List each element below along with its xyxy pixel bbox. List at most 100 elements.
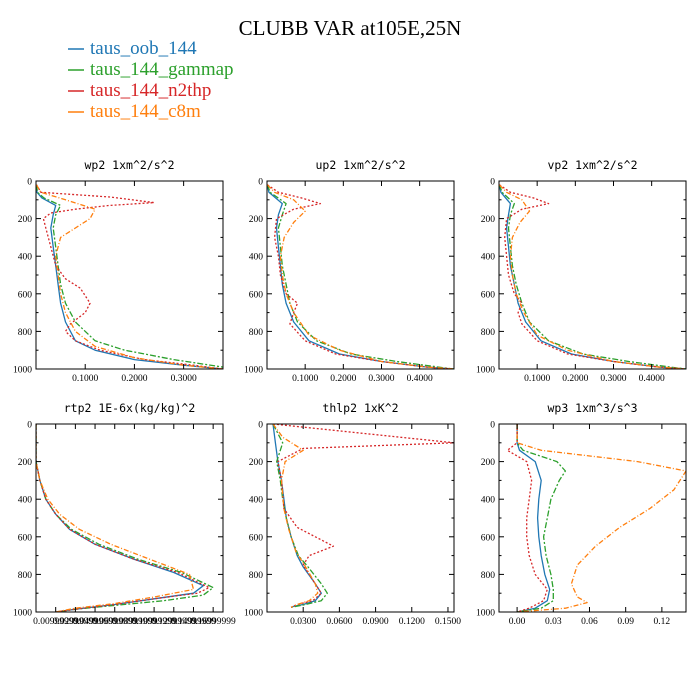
- legend-label: taus_144_n2thp: [90, 80, 211, 101]
- y-tick-label: 600: [18, 533, 33, 543]
- plot-frame: [498, 180, 687, 370]
- y-tick-label: 400: [481, 496, 496, 506]
- x-tick-label: 0.1000: [524, 374, 550, 384]
- y-tick-label: 400: [18, 253, 33, 263]
- y-tick-label: 1000: [13, 366, 32, 376]
- series-line-taus_144_gammap: [36, 424, 214, 612]
- y-tick-label: 0: [490, 421, 495, 431]
- series-line-taus_144_n2thp: [36, 184, 223, 369]
- series-line-taus_144_gammap: [267, 184, 454, 369]
- chart-panel: wp3 1xm^3/s^3 0 200 400 600 800 1000 0.00 0.03 0.…: [476, 401, 687, 627]
- panel-title: wp3 1xm^3/s^3: [547, 401, 637, 415]
- x-tick-label: 0.06: [581, 617, 598, 627]
- chart-panel: rtp2 1E-6x(kg/kg)^2 0 200 400 600 800 10000.00…: [13, 401, 236, 627]
- y-tick-label: 600: [481, 533, 496, 543]
- x-tick-label: 0.02999999: [53, 617, 98, 627]
- y-tick-label: 600: [249, 533, 264, 543]
- x-tick-label: 0.12999999: [151, 617, 196, 627]
- y-tick-label: 800: [481, 328, 496, 338]
- y-tick-label: 600: [18, 290, 33, 300]
- x-tick-label: 0.0600: [326, 617, 352, 627]
- legend-label: taus_144_gammap: [90, 59, 234, 80]
- x-tick-label: 0.09: [617, 617, 634, 627]
- x-tick-label: 0.00999999: [33, 617, 78, 627]
- y-tick-label: 400: [481, 253, 496, 263]
- series-line-taus_144_c8m: [267, 184, 454, 369]
- series-line-taus_oob_144: [36, 184, 223, 369]
- series-line-taus_oob_144: [272, 424, 322, 608]
- series-line-taus_144_n2thp: [272, 424, 454, 608]
- x-tick-label: 0.0300: [290, 617, 316, 627]
- y-tick-label: 200: [18, 458, 33, 468]
- plot-frame: [35, 180, 224, 370]
- series-line-taus_oob_144: [499, 184, 686, 369]
- y-tick-label: 1000: [13, 609, 32, 619]
- y-tick-label: 800: [18, 328, 33, 338]
- x-tick-label: 0.3000: [171, 374, 197, 384]
- x-tick-label: 0.12: [654, 617, 671, 627]
- y-tick-label: 0: [258, 421, 263, 431]
- panel-title: wp2 1xm^2/s^2: [84, 158, 174, 172]
- x-tick-label: 0.4000: [407, 374, 433, 384]
- y-tick-label: 1000: [244, 609, 263, 619]
- x-tick-label: 0.14999999: [171, 617, 216, 627]
- series-line-taus_144_n2thp: [506, 424, 548, 612]
- x-tick-label: 0.3000: [368, 374, 394, 384]
- y-tick-label: 800: [481, 571, 496, 581]
- y-tick-label: 0: [27, 178, 32, 188]
- x-tick-label: 0.10999999: [132, 617, 177, 627]
- x-tick-label: 0.2000: [121, 374, 147, 384]
- x-tick-label: 0.16999999: [191, 617, 236, 627]
- y-tick-label: 400: [249, 496, 264, 506]
- series-line-taus_144_gammap: [272, 424, 328, 608]
- x-tick-label: 0.0900: [363, 617, 389, 627]
- y-tick-label: 800: [18, 571, 33, 581]
- y-tick-label: 0: [258, 178, 263, 188]
- y-tick-label: 1000: [244, 366, 263, 376]
- y-tick-label: 0: [27, 421, 32, 431]
- legend-label: taus_oob_144: [90, 38, 197, 59]
- legend: taus_oob_144taus_144_gammaptaus_144_n2th…: [68, 38, 234, 122]
- x-tick-label: 0.1200: [399, 617, 425, 627]
- x-tick-label: 0.2000: [330, 374, 356, 384]
- x-tick-label: 0.00: [509, 617, 526, 627]
- chart-panel: wp2 1xm^2/s^2 0 200 400 600 800 1000 0.1000 0.20…: [13, 158, 224, 384]
- x-tick-label: 0.03: [545, 617, 562, 627]
- y-tick-label: 200: [249, 458, 264, 468]
- x-tick-label: 0.08999999: [112, 617, 157, 627]
- y-tick-label: 1000: [476, 366, 495, 376]
- chart-panels: wp2 1xm^2/s^2 0 200 400 600 800 1000 0.1000 0.20…: [13, 158, 687, 627]
- series-line-taus_144_n2thp: [36, 424, 210, 612]
- legend-label: taus_144_c8m: [90, 101, 201, 122]
- panel-title: rtp2 1E-6x(kg/kg)^2: [64, 401, 196, 415]
- series-line-taus_oob_144: [516, 424, 551, 612]
- series-line-taus_144_gammap: [36, 184, 223, 368]
- series-line-taus_144_c8m: [272, 424, 319, 608]
- y-tick-label: 200: [481, 215, 496, 225]
- plot-frame: [266, 180, 455, 370]
- y-tick-label: 800: [249, 571, 264, 581]
- x-tick-label: 0.3000: [600, 374, 626, 384]
- chart-panel: vp2 1xm^2/s^2 0 200 400 600 800 1000 0.1000 0.20…: [476, 158, 687, 384]
- chart-panel: up2 1xm^2/s^2 0 200 400 600 800 1000 0.1000 0.20…: [244, 158, 455, 384]
- y-tick-label: 200: [249, 215, 264, 225]
- x-tick-label: 0.2000: [562, 374, 588, 384]
- y-tick-label: 1000: [476, 609, 495, 619]
- chart-panel: thlp2 1xK^2 0 200 400 600 800 1000 0.0300 0.0600…: [244, 401, 461, 627]
- series-line-taus_144_c8m: [516, 424, 686, 612]
- figure-title: CLUBB VAR at105E,25N: [239, 16, 462, 40]
- series-line-taus_oob_144: [267, 184, 454, 369]
- y-tick-label: 800: [249, 328, 264, 338]
- x-tick-label: 0.06999999: [92, 617, 137, 627]
- x-tick-label: 0.4000: [639, 374, 665, 384]
- y-tick-label: 200: [18, 215, 33, 225]
- series-line-taus_144_gammap: [499, 184, 686, 369]
- series-line-taus_144_c8m: [36, 184, 223, 369]
- series-line-taus_144_n2thp: [267, 184, 454, 369]
- y-tick-label: 600: [481, 290, 496, 300]
- series-line-taus_144_c8m: [36, 424, 195, 612]
- x-tick-label: 0.04999999: [72, 617, 117, 627]
- panel-title: thlp2 1xK^2: [322, 401, 398, 415]
- panel-title: up2 1xm^2/s^2: [315, 158, 405, 172]
